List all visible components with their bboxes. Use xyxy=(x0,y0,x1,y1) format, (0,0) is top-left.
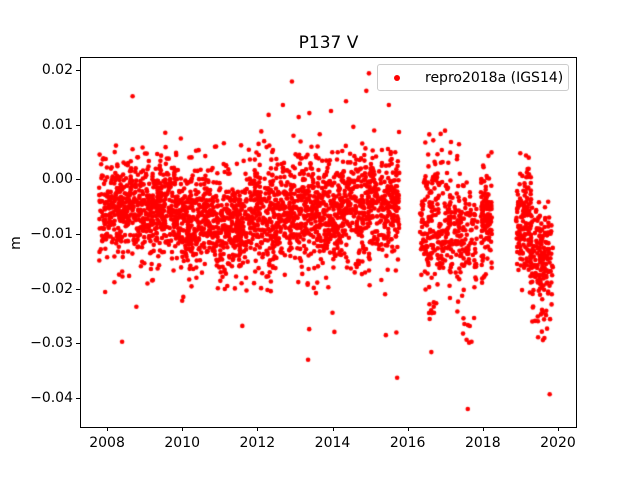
y-tick-mark xyxy=(76,70,80,72)
chart-title: P137 V xyxy=(298,33,359,53)
y-tick-mark xyxy=(76,398,80,400)
x-tick-mark xyxy=(182,427,184,431)
x-tick-mark xyxy=(557,427,559,431)
x-tick-mark xyxy=(482,427,484,431)
y-tick-label: 0.01 xyxy=(41,116,73,133)
y-tick-label: −0.03 xyxy=(30,335,73,352)
x-tick-mark xyxy=(332,427,334,431)
legend-label: repro2018a (IGS14) xyxy=(425,69,564,86)
x-tick-mark xyxy=(407,427,409,431)
y-axis-label: m xyxy=(8,236,24,250)
x-tick-mark xyxy=(107,427,109,431)
y-tick-mark xyxy=(76,179,80,181)
y-tick-mark xyxy=(76,234,80,236)
legend-marker-dot xyxy=(394,74,400,81)
x-tick-label: 2020 xyxy=(540,435,576,451)
y-tick-label: 0.00 xyxy=(41,171,73,188)
y-tick-label: −0.01 xyxy=(30,226,73,243)
y-tick-mark xyxy=(76,124,80,126)
x-tick-label: 2010 xyxy=(164,435,201,451)
x-tick-label: 2014 xyxy=(314,435,351,451)
y-tick-label: −0.02 xyxy=(30,280,73,297)
x-tick-label: 2018 xyxy=(464,435,501,451)
y-tick-label: −0.04 xyxy=(30,390,73,407)
legend: repro2018a (IGS14) xyxy=(377,64,569,91)
x-tick-label: 2016 xyxy=(389,435,426,451)
y-tick-mark xyxy=(76,343,80,345)
y-tick-label: 0.02 xyxy=(41,62,73,79)
y-tick-mark xyxy=(76,288,80,290)
x-tick-mark xyxy=(257,427,259,431)
axes-frame xyxy=(80,57,577,428)
x-tick-label: 2012 xyxy=(239,435,276,451)
x-tick-label: 2008 xyxy=(89,435,125,451)
